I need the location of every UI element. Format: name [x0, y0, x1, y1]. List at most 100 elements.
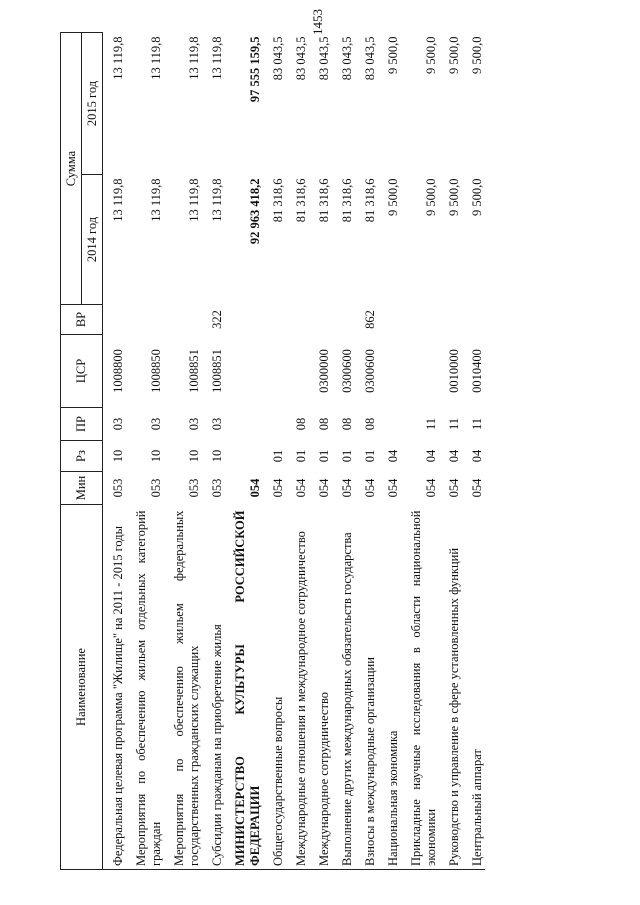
cell-vr: [378, 305, 401, 335]
cell-csr: [225, 335, 263, 408]
cell-vr: [439, 305, 462, 335]
cell-sum-2015: 83 043,5: [271, 36, 285, 81]
cell-csr: 1008851: [187, 349, 201, 393]
cell-csr: [378, 335, 401, 408]
header-vr: ВР: [60, 304, 103, 335]
cell-name: Национальная экономика: [378, 504, 401, 870]
cell-vr: [103, 305, 127, 335]
header-pr: ПР: [60, 407, 103, 441]
table-row: Национальная экономика 054 04 9 500,0 9 500,…: [378, 33, 401, 870]
cell-min: 053: [187, 478, 201, 498]
table-row: МИНИСТЕРСТВО КУЛЬТУРЫ РОССИЙСКОЙ ФЕДЕРАЦ…: [225, 33, 263, 870]
cell-name: Мероприятия по обеспечению жильем отдель…: [126, 504, 164, 870]
cell-sum-2015: 97 555 159,5: [248, 36, 262, 103]
table-row: Международное сотрудничество 054 01 08 03000…: [309, 33, 332, 870]
cell-pr: 11: [447, 417, 461, 431]
cell-csr: 0300600: [340, 349, 354, 393]
table-row: Федеральная целевая программа "Жилище" н…: [102, 33, 127, 870]
header-min: Мин: [60, 471, 103, 505]
cell-vr: [286, 305, 309, 335]
cell-name: Субсидии гражданам на приобретение жилья: [202, 504, 225, 870]
cell-pr: 11: [424, 417, 438, 431]
cell-vr: [401, 305, 439, 335]
cell-name: Международные отношения и международное …: [286, 504, 309, 870]
cell-vr: [164, 305, 202, 335]
cell-sum-2014: 9 500,0: [386, 178, 400, 217]
cell-name: Руководство и управление в сфере установ…: [439, 504, 462, 870]
cell-vr: [126, 305, 164, 335]
cell-csr: 0300000: [317, 349, 331, 393]
cell-sum-2014: 13 119,8: [111, 178, 125, 222]
cell-sum-2015: 83 043,5: [317, 36, 331, 81]
cell-min: 054: [470, 478, 484, 498]
cell-name: Выполнение других международных обязател…: [332, 504, 355, 870]
cell-sum-2014: 13 119,8: [210, 178, 224, 222]
cell-vr: [263, 305, 286, 335]
table-row: Мероприятия по обеспечению жильем федера…: [164, 33, 202, 870]
cell-sum-2014: 9 500,0: [424, 178, 438, 217]
cell-pr: 03: [149, 417, 163, 431]
cell-vr: 862: [363, 310, 377, 329]
cell-rz: 04: [470, 449, 484, 463]
cell-min: 053: [111, 478, 125, 498]
cell-name: Международное сотрудничество: [309, 504, 332, 870]
header-2015: 2015 год: [81, 32, 103, 175]
cell-min: 054: [447, 478, 461, 498]
cell-sum-2014: 92 963 418,2: [248, 178, 262, 245]
table-row: Мероприятия по обеспечению жильем отдель…: [126, 33, 164, 870]
header-name: Наименование: [60, 504, 103, 870]
cell-rz: 04: [424, 449, 438, 463]
cell-pr: 08: [363, 417, 377, 431]
cell-csr: 0300600: [363, 349, 377, 393]
cell-pr: 11: [470, 417, 484, 431]
cell-csr: 0010400: [470, 349, 484, 393]
cell-sum-2014: 13 119,8: [187, 178, 201, 222]
table-row: Выполнение других международных обязател…: [332, 33, 355, 870]
cell-min: 054: [340, 478, 354, 498]
cell-min: 054: [424, 478, 438, 498]
cell-sum-2015: 13 119,8: [149, 36, 163, 80]
cell-rz: 01: [340, 449, 354, 463]
table-row: Прикладные научные исследования в област…: [401, 33, 439, 870]
header-rz: Рз: [60, 440, 103, 472]
cell-pr: 03: [111, 417, 125, 431]
cell-sum-2014: 81 318,6: [317, 178, 331, 223]
cell-rz: 04: [386, 449, 400, 463]
cell-sum-2015: 13 119,8: [187, 36, 201, 80]
cell-vr: [225, 305, 263, 335]
cell-sum-2014: 81 318,6: [363, 178, 377, 223]
cell-pr: 08: [294, 417, 308, 431]
table-row: Субсидии гражданам на приобретение жилья…: [202, 33, 225, 870]
cell-pr: [263, 408, 286, 441]
header-sum: Сумма: [60, 32, 82, 305]
cell-pr: 08: [340, 417, 354, 431]
cell-sum-2014: 81 318,6: [340, 178, 354, 223]
cell-rz: 10: [111, 449, 125, 463]
cell-vr: [309, 305, 332, 335]
cell-csr: [401, 335, 439, 408]
cell-rz: 01: [317, 449, 331, 463]
cell-vr: [332, 305, 355, 335]
cell-vr: 322: [210, 310, 224, 329]
cell-csr: 1008850: [149, 349, 163, 393]
table-row: Общегосударственные вопросы 054 01 81 318,6…: [263, 33, 286, 870]
cell-vr: [462, 305, 485, 335]
header-csr: ЦСР: [60, 334, 103, 408]
cell-sum-2014: 9 500,0: [447, 178, 461, 217]
cell-sum-2014: 13 119,8: [149, 178, 163, 222]
cell-csr: [263, 335, 286, 408]
cell-rz: 01: [271, 449, 285, 463]
table-body: Федеральная целевая программа "Жилище" н…: [102, 33, 485, 870]
cell-sum-2015: 9 500,0: [447, 36, 461, 75]
table-row: Международные отношения и международное …: [286, 33, 309, 870]
cell-pr: 03: [187, 417, 201, 431]
cell-sum-2015: 9 500,0: [424, 36, 438, 75]
cell-sum-2015: 13 119,8: [111, 36, 125, 80]
cell-sum-2015: 9 500,0: [386, 36, 400, 75]
cell-rz: 10: [210, 449, 224, 463]
cell-min: 054: [386, 478, 400, 498]
budget-table-rotated: Наименование Мин Рз ПР ЦСР ВР Сумма 2014…: [60, 32, 615, 870]
cell-min: 053: [149, 478, 163, 498]
cell-rz: [225, 441, 263, 472]
cell-min: 054: [363, 478, 377, 498]
